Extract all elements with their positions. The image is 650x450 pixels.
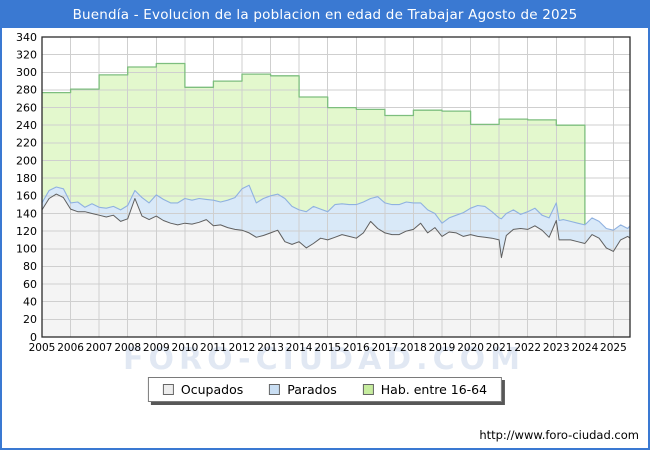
x-tick-label: 2010	[172, 342, 199, 354]
plot-border	[41, 36, 631, 338]
x-axis-labels: 2005 2006 2007 2008 2009 2010 2011 2012 2013 2014…	[29, 342, 627, 354]
y-tick-label: 0	[30, 331, 37, 344]
y-tick-label: 260	[16, 101, 37, 114]
x-tick-label: 2013	[257, 342, 284, 354]
parados-line	[41, 184, 631, 231]
x-tick-label: 2011	[200, 342, 227, 354]
x-tick-label: 2018	[400, 342, 427, 354]
x-tick-label: 2017	[372, 342, 399, 354]
y-tick-label: 300	[16, 66, 37, 79]
x-tick-label: 2021	[486, 342, 513, 354]
y-tick-label: 220	[16, 137, 37, 150]
y-tick-label: 200	[16, 154, 37, 167]
y-tick-label: 80	[23, 260, 37, 273]
watermark-text: FORO-CIUDAD.COM	[123, 342, 525, 377]
y-tick-label: 120	[16, 225, 37, 238]
legend-label-ocupados: Ocupados	[180, 382, 244, 397]
x-tick-label: 2022	[514, 342, 541, 354]
y-tick-label: 240	[16, 119, 37, 132]
x-tick-label: 2009	[143, 342, 170, 354]
ocupados-swatch-icon	[162, 384, 174, 395]
y-tick-label: 340	[16, 31, 37, 44]
x-tick-label: 2014	[286, 342, 313, 354]
legend-item-parados: Parados	[269, 382, 337, 397]
y-tick-label: 40	[23, 296, 37, 309]
y-tick-label: 140	[16, 207, 37, 220]
legend-label-hab-16-64: Hab. entre 16-64	[380, 382, 488, 397]
x-tick-label: 2007	[86, 342, 113, 354]
x-tick-label: 2024	[572, 342, 599, 354]
website-link[interactable]: http://www.foro-ciudad.com	[479, 428, 639, 442]
x-tick-label: 2006	[57, 342, 84, 354]
x-tick-label: 2020	[457, 342, 484, 354]
x-tick-label: 2005	[29, 342, 56, 354]
hab-16-64-swatch-icon	[362, 384, 374, 395]
x-tick-label: 2019	[429, 342, 456, 354]
hab-16-64-line	[42, 62, 586, 225]
y-tick-label: 100	[16, 243, 37, 256]
ocupados-line	[41, 193, 631, 259]
x-tick-label: 2012	[229, 342, 256, 354]
y-tick-label: 180	[16, 172, 37, 185]
y-tick-label: 60	[23, 278, 37, 291]
y-tick-label: 280	[16, 84, 37, 97]
x-tick-label: 2025	[600, 342, 627, 354]
legend-box: Ocupados Parados Hab. entre 16-64	[147, 377, 503, 402]
y-tick-label: 20	[23, 313, 37, 326]
page-title: Buendía - Evolucion de la poblacion en e…	[72, 7, 578, 23]
series-lines	[41, 62, 631, 259]
x-tick-label: 2023	[543, 342, 570, 354]
y-tick-label: 320	[16, 48, 37, 61]
title-bar: Buendía - Evolucion de la poblacion en e…	[2, 2, 648, 28]
y-axis-labels: 0 20 40 60 80 100 120 140 160 180 200 220 240 260 280 3…	[16, 31, 37, 344]
x-tick-label: 2015	[314, 342, 341, 354]
x-tick-label: 2016	[343, 342, 370, 354]
x-tick-label: 2008	[114, 342, 141, 354]
legend-label-parados: Parados	[287, 382, 337, 397]
y-tick-label: 160	[16, 190, 37, 203]
parados-swatch-icon	[269, 384, 281, 395]
legend-item-hab-16-64: Hab. entre 16-64	[362, 382, 488, 397]
legend-item-ocupados: Ocupados	[162, 382, 244, 397]
